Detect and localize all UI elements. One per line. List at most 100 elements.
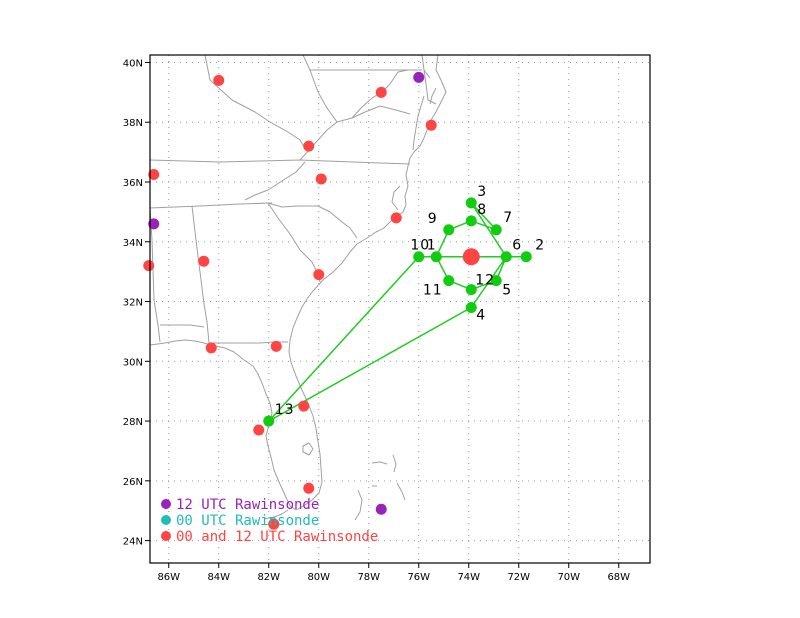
x-tick-label: 78W bbox=[357, 572, 380, 583]
drop-point-label: 10 bbox=[410, 238, 430, 254]
y-tick-label: 24N bbox=[123, 537, 143, 548]
x-tick-label: 68W bbox=[607, 572, 630, 583]
rawinsonde-station bbox=[413, 71, 425, 83]
flight-track bbox=[268, 202, 528, 422]
rawinsonde-station bbox=[315, 173, 327, 185]
border-alabama-georgia bbox=[191, 205, 210, 344]
border-virginia-kentucky bbox=[299, 121, 338, 161]
border-nc-sc bbox=[267, 202, 358, 239]
storm-center-marker bbox=[462, 248, 480, 266]
x-tick-label: 74W bbox=[457, 572, 480, 583]
rawinsonde-station bbox=[198, 255, 210, 267]
drop-points bbox=[263, 197, 532, 427]
x-tick-label: 72W bbox=[507, 572, 530, 583]
border-maryland-virginia bbox=[351, 105, 411, 119]
legend-swatch bbox=[161, 499, 171, 509]
x-tick-label: 86W bbox=[157, 572, 180, 583]
border-delaware bbox=[423, 69, 437, 105]
drop-point-label: 3 bbox=[477, 184, 487, 200]
rawinsonde-station bbox=[143, 260, 155, 272]
y-tick-label: 32N bbox=[123, 298, 143, 309]
drop-point-label: 13 bbox=[275, 402, 295, 418]
rawinsonde-station bbox=[425, 119, 437, 131]
rawinsonde-station bbox=[205, 342, 217, 354]
border-mississippi bbox=[150, 207, 161, 343]
legend-swatch bbox=[161, 515, 171, 525]
plot-frame bbox=[149, 54, 651, 564]
x-tick-label: 84W bbox=[207, 572, 230, 583]
rawinsonde-stations bbox=[143, 71, 437, 530]
rawinsonde-station bbox=[268, 518, 280, 530]
drop-point-marker bbox=[465, 302, 477, 314]
drop-point-marker bbox=[465, 215, 477, 227]
rawinsonde-station bbox=[375, 503, 387, 515]
x-tick-label: 76W bbox=[407, 572, 430, 583]
andros-island bbox=[354, 489, 363, 521]
drop-point-marker bbox=[263, 415, 275, 427]
coastlines-and-borders bbox=[150, 55, 447, 521]
y-tick-label: 28N bbox=[123, 417, 143, 428]
x-tick-label: 82W bbox=[257, 572, 280, 583]
axis-ticks: 86W 84W 82W 80W 78W 76W 74W 72W 70W 68W 24N 26N 28N 3… bbox=[123, 58, 630, 583]
drop-point-label: 6 bbox=[512, 238, 522, 254]
abaco-island bbox=[392, 454, 397, 473]
border-alabama-florida-west bbox=[160, 324, 205, 328]
rawinsonde-station bbox=[148, 169, 160, 181]
x-tick-label: 80W bbox=[307, 572, 330, 583]
y-tick-label: 38N bbox=[123, 118, 143, 129]
legend-label: 00 UTC Rawinsonde bbox=[176, 513, 319, 529]
drop-point-marker bbox=[490, 275, 502, 287]
legend-label: 12 UTC Rawinsonde bbox=[176, 497, 319, 513]
drop-point-label: 1 bbox=[427, 238, 437, 254]
border-nc-tennessee bbox=[244, 161, 306, 201]
rawinsonde-station bbox=[303, 140, 315, 152]
drop-point-label: 8 bbox=[477, 202, 487, 218]
rawinsonde-station bbox=[375, 86, 387, 98]
rawinsonde-station bbox=[298, 400, 310, 412]
drop-point-marker bbox=[500, 251, 512, 263]
storm-center bbox=[462, 248, 480, 266]
drop-point-marker bbox=[413, 251, 425, 263]
lake-okeechobee bbox=[302, 442, 314, 456]
rawinsonde-station bbox=[253, 424, 265, 436]
drop-point-marker bbox=[520, 251, 532, 263]
chesapeake-bay bbox=[412, 95, 425, 151]
drop-point-label: 11 bbox=[423, 283, 443, 299]
rawinsonde-station bbox=[313, 269, 325, 281]
border-west-virginia bbox=[302, 55, 409, 123]
florida-keys bbox=[263, 509, 289, 520]
eleuthera-island bbox=[396, 482, 406, 501]
y-tick-label: 36N bbox=[123, 178, 143, 189]
legend-swatch bbox=[161, 531, 171, 541]
y-tick-label: 40N bbox=[123, 58, 143, 69]
rawinsonde-station bbox=[303, 482, 315, 494]
drop-point-marker bbox=[430, 251, 442, 263]
border-pennsylvania-south bbox=[150, 55, 422, 71]
drop-point-marker bbox=[443, 275, 455, 287]
drop-point-label: 7 bbox=[503, 210, 513, 226]
drop-point-marker bbox=[443, 224, 455, 236]
drop-point-label: 12 bbox=[475, 273, 495, 289]
grand-bahama bbox=[371, 461, 388, 465]
drop-point-label: 4 bbox=[476, 308, 486, 324]
border-ohio-river bbox=[204, 55, 307, 151]
flight-track-line bbox=[268, 202, 528, 422]
rawinsonde-station bbox=[390, 212, 402, 224]
drop-point-marker bbox=[465, 197, 477, 209]
y-tick-label: 30N bbox=[123, 357, 143, 368]
border-kentucky-tennessee bbox=[150, 159, 411, 165]
drop-point-marker bbox=[465, 284, 477, 296]
drop-point-label: 5 bbox=[502, 283, 512, 299]
rawinsonde-station bbox=[213, 74, 225, 86]
rawinsonde-station bbox=[270, 340, 282, 352]
drop-point-marker bbox=[490, 224, 502, 236]
drop-point-label: 2 bbox=[535, 238, 545, 254]
rawinsonde-station bbox=[148, 218, 160, 230]
y-tick-label: 26N bbox=[123, 477, 143, 488]
pamlico-sound bbox=[391, 185, 401, 211]
border-tennessee-south bbox=[150, 202, 273, 209]
